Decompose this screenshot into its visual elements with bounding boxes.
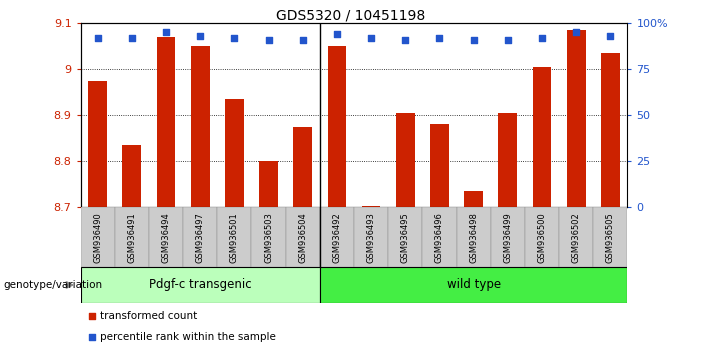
Bar [320,207,354,267]
Bar [354,207,388,267]
Point [195,33,206,39]
Bar [259,161,278,207]
Text: Pdgf-c transgenic: Pdgf-c transgenic [149,279,252,291]
Text: GSM936504: GSM936504 [298,212,307,263]
Text: wild type: wild type [447,279,501,291]
Bar [320,267,627,303]
Bar [217,207,252,267]
Point [434,35,445,41]
Bar [566,30,585,207]
Text: GDS5320 / 10451198: GDS5320 / 10451198 [276,9,425,23]
Text: genotype/variation: genotype/variation [4,280,102,290]
Text: GSM936500: GSM936500 [538,212,547,263]
Point [92,35,103,41]
Bar [225,99,244,207]
Bar [464,191,483,207]
Bar [183,207,217,267]
Text: GSM936493: GSM936493 [367,212,376,263]
Text: GSM936502: GSM936502 [571,212,580,263]
Bar [601,53,620,207]
Point [605,33,616,39]
Bar [593,207,627,267]
Point [126,35,137,41]
Bar [88,80,107,207]
Point [297,37,308,42]
Text: percentile rank within the sample: percentile rank within the sample [100,332,275,342]
Bar [286,207,320,267]
Point [86,334,97,340]
Bar [327,46,346,207]
Point [365,35,376,41]
Bar [430,124,449,207]
Point [86,313,97,319]
Text: GSM936495: GSM936495 [401,212,410,263]
Text: GSM936505: GSM936505 [606,212,615,263]
Text: GSM936496: GSM936496 [435,212,444,263]
Point [536,35,547,41]
Bar [81,267,320,303]
Bar [362,206,381,207]
Text: GSM936503: GSM936503 [264,212,273,263]
Text: GSM936497: GSM936497 [196,212,205,263]
Text: GSM936490: GSM936490 [93,212,102,263]
Bar [156,37,175,207]
Bar [149,207,183,267]
Bar [533,67,552,207]
Point [400,37,411,42]
Bar [396,113,415,207]
Text: GSM936491: GSM936491 [128,212,137,263]
Bar [191,46,210,207]
Bar [498,113,517,207]
Bar [456,207,491,267]
Bar [115,207,149,267]
Bar [491,207,525,267]
Point [263,37,274,42]
Bar [81,207,115,267]
Bar [525,207,559,267]
Point [571,29,582,35]
Bar [293,126,312,207]
Bar [559,207,593,267]
Text: transformed count: transformed count [100,311,197,321]
Point [468,37,479,42]
Point [332,31,343,37]
Text: GSM936501: GSM936501 [230,212,239,263]
Point [502,37,513,42]
Text: GSM936492: GSM936492 [332,212,341,263]
Text: GSM936499: GSM936499 [503,212,512,263]
Point [161,29,172,35]
Text: GSM936494: GSM936494 [161,212,170,263]
Point [229,35,240,41]
Bar [388,207,422,267]
Bar [123,145,142,207]
Text: GSM936498: GSM936498 [469,212,478,263]
Bar [252,207,286,267]
Bar [422,207,456,267]
